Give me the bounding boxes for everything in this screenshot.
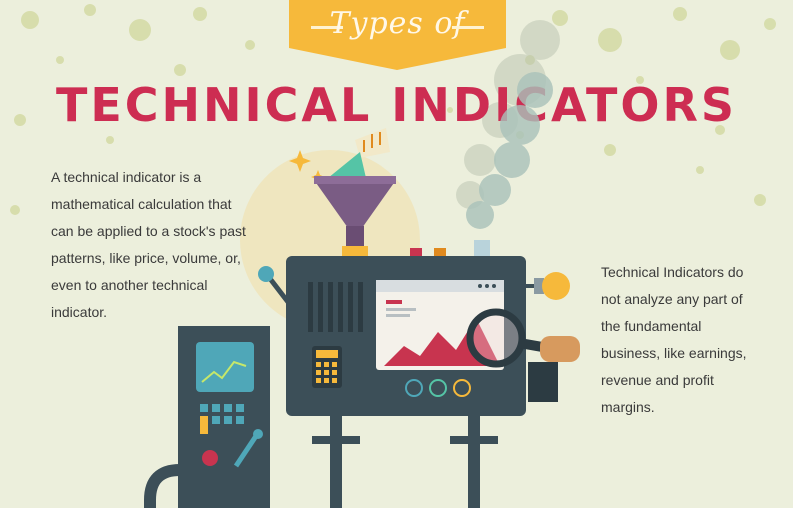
left-line: even to another technical [51, 277, 208, 293]
machine-leg [330, 416, 342, 508]
right-line: not analyze any part of [601, 291, 743, 307]
right-line: the fundamental [601, 318, 702, 334]
knob [434, 248, 446, 256]
left-line: can be applied to a stock's past [51, 223, 246, 239]
ribbon-right-dash [452, 26, 484, 29]
right-line: business, like earnings, [601, 345, 747, 361]
knob [410, 248, 422, 256]
left-line: indicator. [51, 304, 108, 320]
gauge-icon [405, 379, 471, 397]
candlestick-icon [355, 128, 390, 158]
left-line: A technical indicator is a [51, 169, 202, 185]
data-input-shape [328, 152, 366, 178]
calculator-icon [312, 346, 342, 388]
knob [474, 240, 490, 256]
ribbon-left-dash [311, 26, 343, 29]
machine-brace [450, 436, 498, 444]
machine-leg [468, 416, 480, 508]
left-line: patterns, like price, volume, or, [51, 250, 241, 266]
funnel-icon [314, 176, 396, 256]
machine-brace [312, 436, 360, 444]
title-ribbon: Types of [289, 0, 506, 70]
right-line: revenue and profit [601, 372, 714, 388]
pipe [144, 464, 181, 508]
smoke-icon [466, 72, 553, 229]
right-paragraph: Technical Indicators do not analyze any … [601, 259, 781, 421]
right-line: margins. [601, 399, 655, 415]
page-title: TECHNICAL INDICATORS [55, 78, 738, 132]
lever-icon [258, 266, 290, 304]
right-line: Technical Indicators do [601, 264, 744, 280]
left-line: mathematical calculation that [51, 196, 232, 212]
left-paragraph: A technical indicator is a mathematical … [51, 164, 271, 326]
machine-vents [308, 282, 363, 332]
control-panel [178, 326, 270, 508]
lightbulb-icon [526, 272, 570, 300]
magnifier-icon [466, 308, 580, 402]
ribbon-text: Types of [329, 6, 466, 41]
